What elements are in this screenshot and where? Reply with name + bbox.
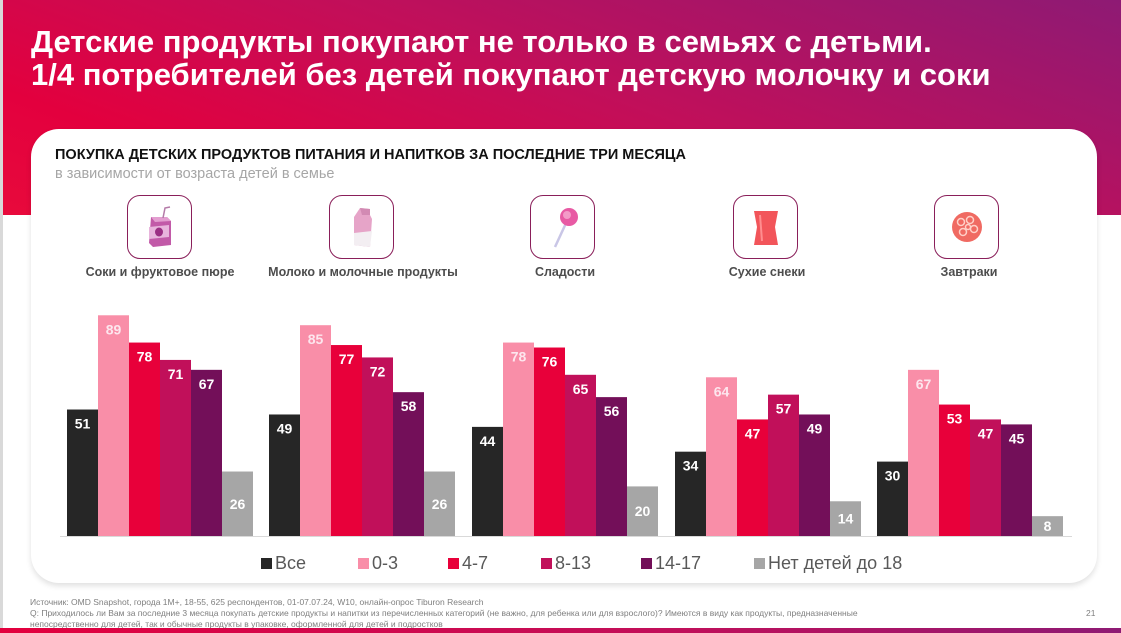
legend-label: 4-7 — [462, 552, 489, 573]
source-note: Источник: OMD Snapshot, города 1M+, 18-5… — [30, 597, 484, 607]
question-note-line-1: Q: Приходилось ли Вам за последние 3 мес… — [30, 608, 858, 618]
legend-item-8-13: 8-13 — [541, 551, 591, 575]
category-label-sweets: Сладости — [534, 265, 596, 279]
category-label-milk: Молоко и молочные продукты — [268, 265, 458, 279]
cereal-bowl-icon — [934, 195, 999, 259]
legend-swatch — [448, 557, 459, 569]
category-label-juices: Соки и фруктовое пюре — [85, 265, 235, 279]
category-label-breakfasts: Завтраки — [940, 265, 998, 279]
question-note-line-2: непосредственно для детей, так и обычные… — [30, 619, 443, 629]
lollipop-icon — [530, 195, 595, 259]
page-edge — [0, 0, 3, 633]
page-title-line-1: Детские продукты покупают не только в се… — [31, 24, 932, 59]
legend-swatch — [754, 557, 765, 569]
juice-box-icon — [127, 195, 192, 259]
legend-swatch — [358, 557, 369, 569]
legend-label: Все — [275, 552, 307, 573]
milk-carton-icon — [329, 195, 394, 259]
legend-swatch — [541, 557, 552, 569]
category-label-snacks: Сухие снеки — [728, 265, 806, 279]
legend-swatch — [261, 557, 272, 569]
legend-item-no-children: Нет детей до 18 — [754, 551, 902, 575]
chart-subtitle: в зависимости от возраста детей в семье — [55, 166, 335, 182]
legend-item-4-7: 4-7 — [448, 551, 488, 575]
legend-item-all: Все — [261, 551, 306, 575]
page-number: 21 — [1086, 608, 1096, 618]
chart-title: ПОКУПКА ДЕТСКИХ ПРОДУКТОВ ПИТАНИЯ И НАПИ… — [55, 147, 686, 163]
snack-bag-icon — [733, 195, 798, 259]
legend-label: 14-17 — [655, 552, 702, 573]
legend-item-0-3: 0-3 — [358, 551, 398, 575]
legend-label: 8-13 — [555, 552, 592, 573]
legend-label: 0-3 — [372, 552, 399, 573]
legend-item-14-17: 14-17 — [641, 551, 701, 575]
page-title: Детские продукты покупают не только в се… — [31, 25, 1091, 91]
footer-notes: Источник: OMD Snapshot, города 1M+, 18-5… — [30, 597, 1030, 630]
chart-legend: Все 0-3 4-7 8-13 14-17 Нет детей до 18 — [0, 551, 1121, 575]
legend-swatch — [641, 557, 652, 569]
bottom-accent-bar — [0, 628, 1121, 633]
page-title-line-2: 1/4 потребителей без детей покупают детс… — [31, 57, 991, 92]
legend-label: Нет детей до 18 — [768, 552, 903, 573]
